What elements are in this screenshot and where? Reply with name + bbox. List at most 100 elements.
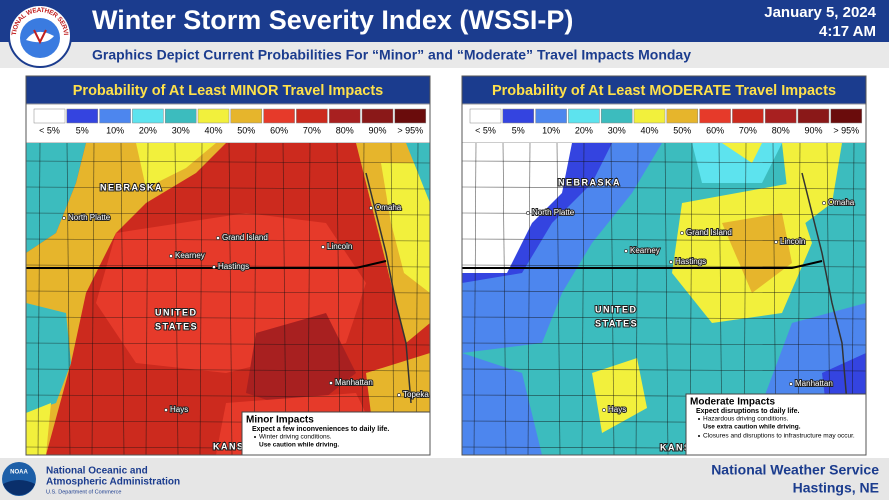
department: U.S. Department of Commerce [46,489,122,495]
city-label: Hays [608,405,626,414]
legend-label: < 5% [39,125,60,135]
city-dot [669,260,673,264]
region-label: NEBRASKA [558,177,621,187]
map-region [692,143,782,183]
county-line [26,238,430,242]
legend-swatch [830,108,863,124]
legend-swatch [263,108,295,124]
legend-label: 10% [542,125,560,135]
city-dot [774,240,778,244]
county-line [145,143,149,455]
county-line [228,143,233,455]
legend-swatch [732,108,764,124]
city-label: Grand Island [686,228,732,237]
city-dot [789,382,793,386]
city-dot [212,265,216,269]
legend-swatch [164,108,197,124]
state-border [26,260,387,269]
city-dot [216,236,220,240]
noaa-logo: NOAA [2,462,36,496]
county-line [336,143,341,455]
legend-swatch [764,108,797,124]
panel-title-bar [462,76,866,104]
map-region [26,303,71,413]
panel: Probability of At Least MINOR Travel Imp… [25,75,431,456]
legend-label: 50% [237,125,255,135]
county-line [462,160,866,164]
county-line [473,143,477,455]
legend-label: 60% [706,125,724,135]
title: Winter Storm Severity Index (WSSI-P) [92,5,573,35]
county-line [26,342,430,346]
legend-label: 5% [76,125,89,135]
city-label: Kearney [175,251,205,260]
panel-frame [461,75,867,456]
map-region [246,313,356,413]
legend-label: 70% [739,125,757,135]
bullet [254,436,256,438]
location: Hastings, NE [793,480,879,496]
legend-label: 10% [106,125,124,135]
legend-label: 90% [368,125,386,135]
region-label: STATES [595,318,638,328]
office: National Weather Service [711,462,879,478]
agency-line: Atmospheric Administration [46,477,180,488]
city-label: Lincoln [780,237,805,246]
city-label: Kearney [630,246,660,255]
county-line [610,143,615,455]
subtitle-bar [0,42,889,68]
bullet [698,418,700,420]
city-dot [526,211,530,215]
region-label: UNITED [595,304,638,314]
county-line [26,368,430,372]
date: January 5, 2024 [764,4,876,21]
city-dot [329,381,333,385]
county-line [462,316,866,320]
city-dot [169,254,173,258]
city-label: Manhattan [335,378,373,387]
legend-label: 30% [172,125,190,135]
legend-swatch [469,108,502,124]
impact-bullet: Closures and disruptions to infrastructu… [703,433,855,440]
city-label: Grand Island [222,233,268,242]
city-dot [62,216,66,220]
county-line [26,316,430,320]
county-line [91,143,95,455]
county-line [26,212,430,216]
bullet [698,435,700,437]
city-dot [321,245,325,249]
county-line [664,143,669,455]
state-border [462,260,823,269]
legend-swatch [502,108,535,124]
map-region [136,143,216,188]
county-line [361,143,365,455]
county-line [462,368,866,372]
impact-title: Minor Impacts [246,415,314,426]
county-line [462,186,866,190]
map: NEBRASKA North Platte Omaha Grand Island Lin… [462,143,866,455]
impact-bullet: Hazardous driving conditions. [703,416,788,423]
legend-swatch [197,108,230,124]
legend-swatch [296,108,328,124]
county-line [37,143,41,455]
legend-swatch [699,108,731,124]
county-line [174,143,179,455]
county-line [253,143,257,455]
header-bar [0,0,889,42]
agency-line: National Oceanic and [46,466,148,477]
county-line [26,186,430,190]
county-line [502,143,507,455]
legend-label: 5% [512,125,525,135]
region-label: UNITED [155,307,198,317]
legend-swatch [394,108,427,124]
legend-label: 80% [772,125,790,135]
map-region [462,353,542,455]
legend-swatch [361,108,394,124]
legend-swatch [797,108,830,124]
county-line [307,143,311,455]
county-line [26,160,430,164]
impact-summary: Expect disruptions to daily life. [696,408,800,415]
legend-swatch [568,108,600,124]
legend-label: 70% [303,125,321,135]
map-region [26,143,86,253]
